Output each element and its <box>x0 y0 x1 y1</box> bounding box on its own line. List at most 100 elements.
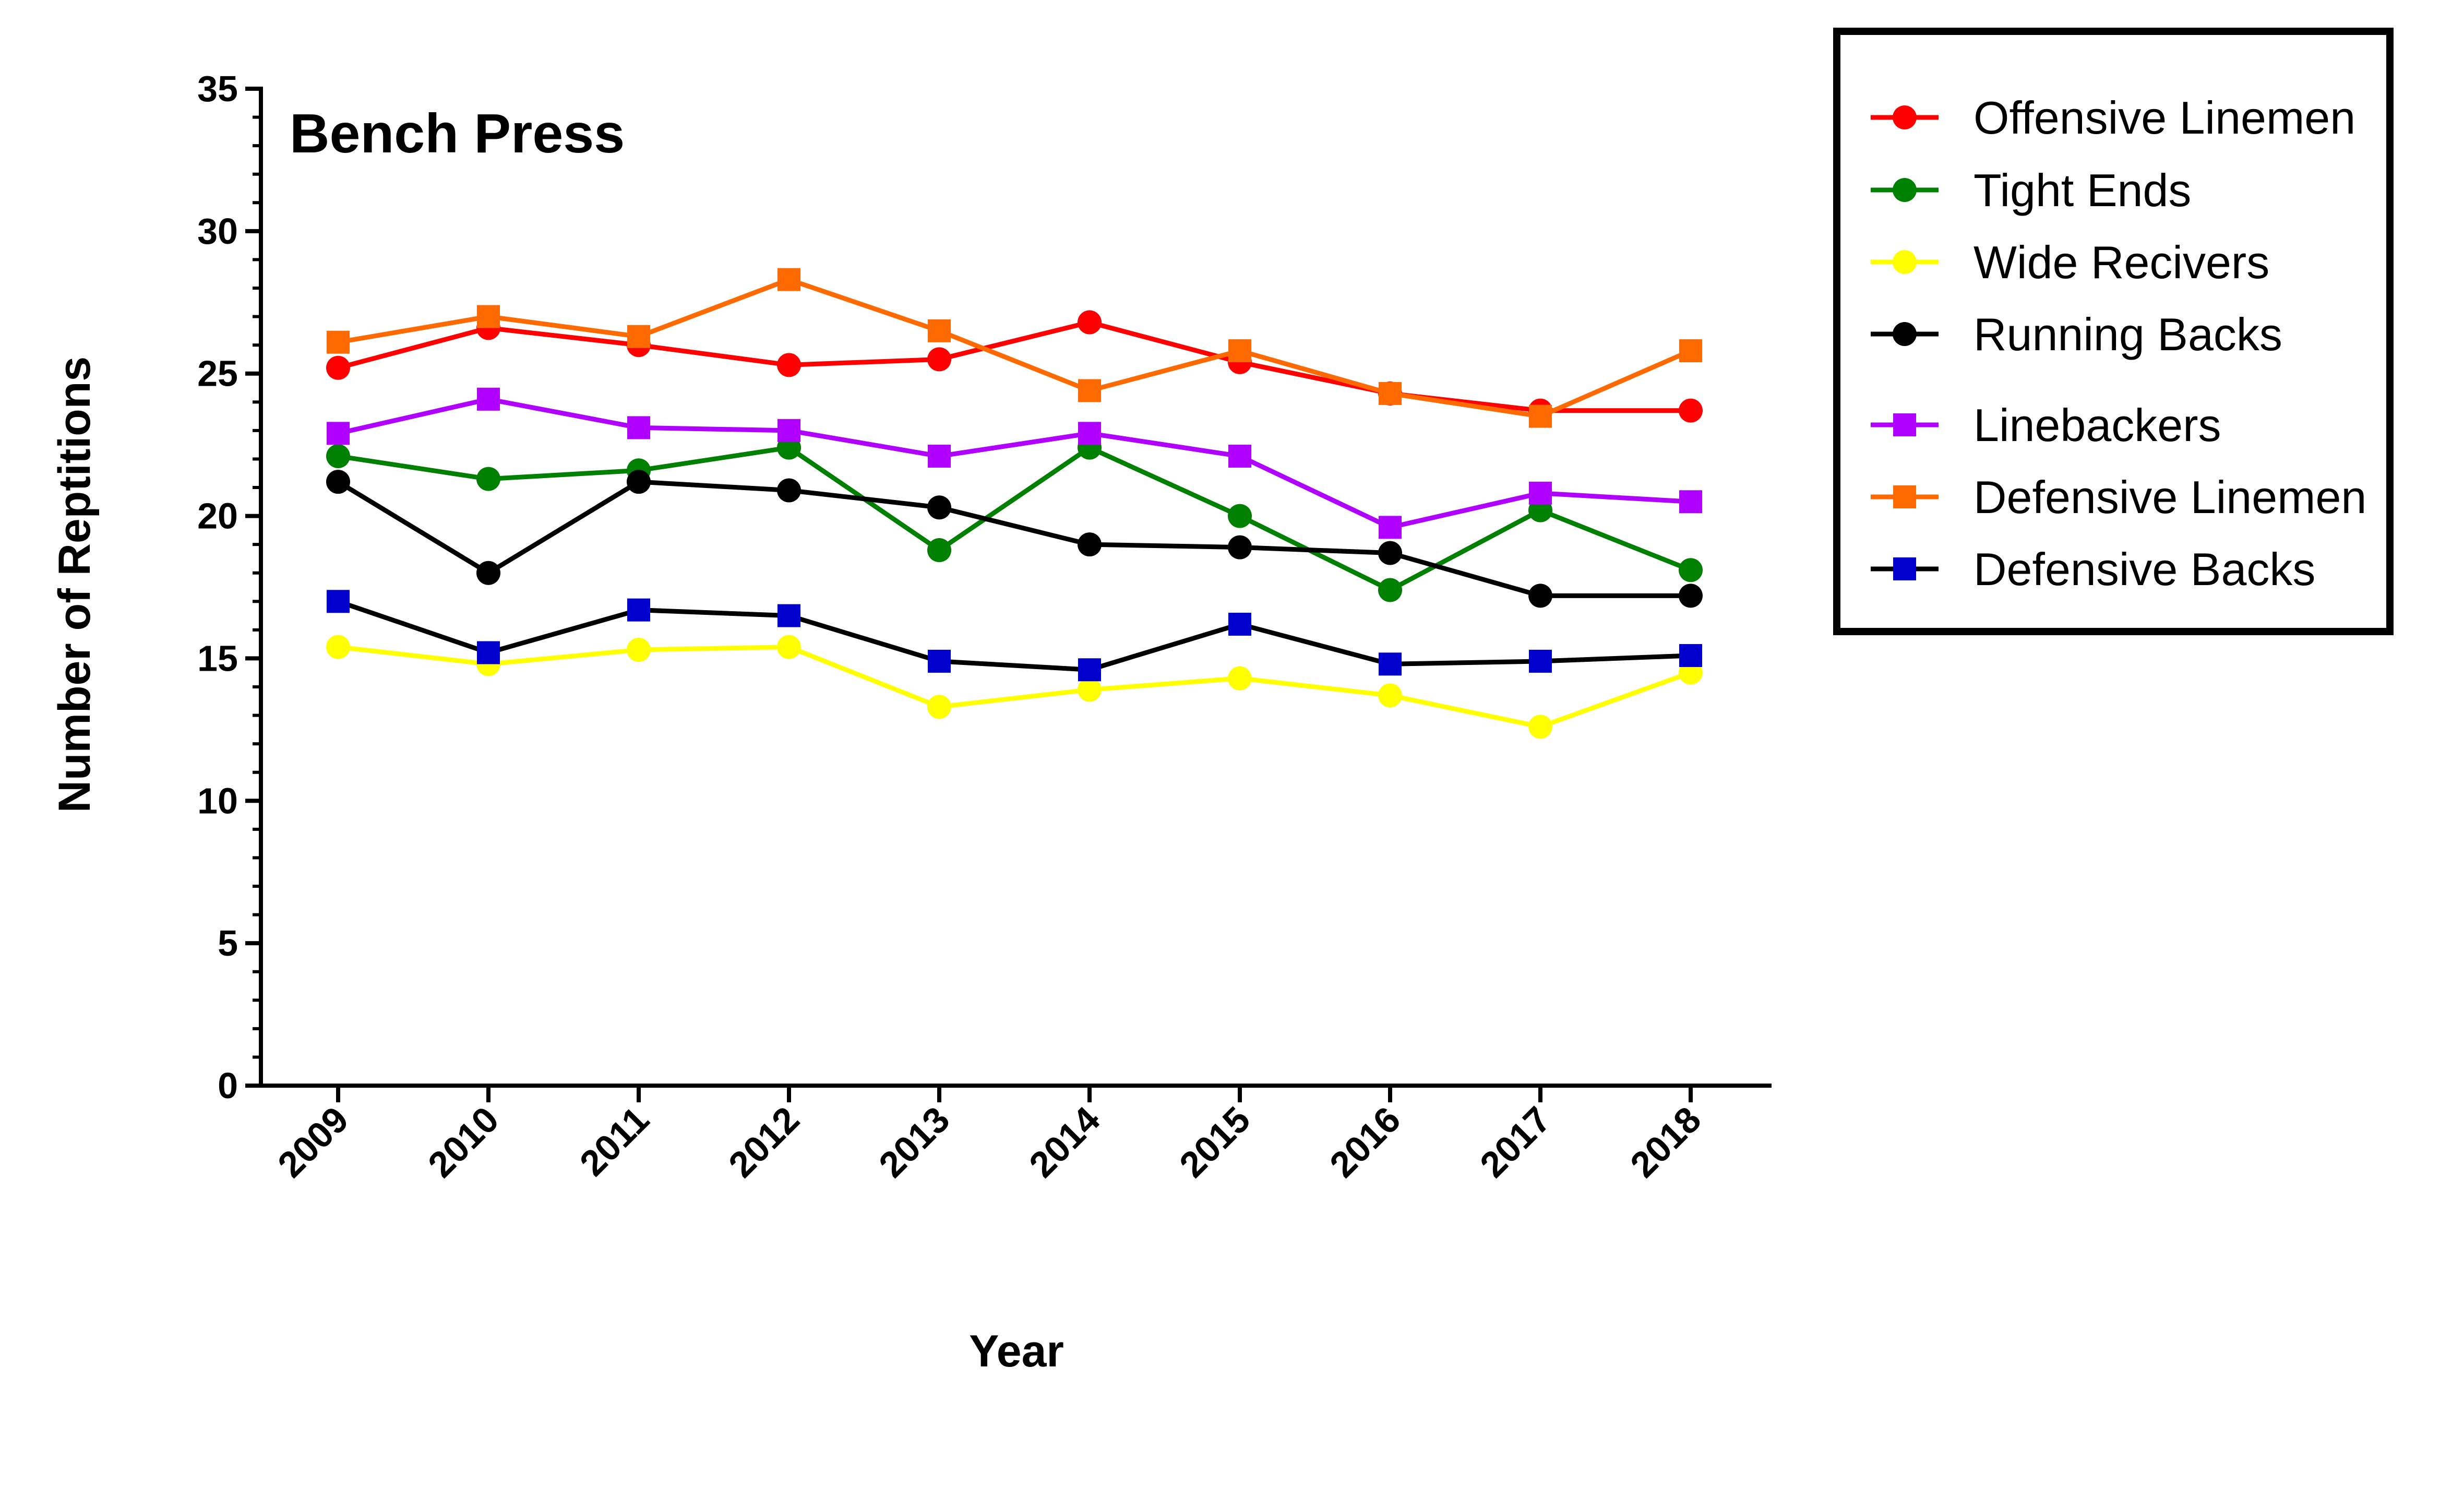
data-point <box>778 604 800 627</box>
legend-box <box>1833 28 2394 635</box>
data-point <box>778 268 800 291</box>
data-point <box>1228 339 1251 363</box>
data-point <box>1528 715 1552 739</box>
data-point <box>777 478 801 503</box>
x-tick-label: 2017 <box>1472 1099 1558 1185</box>
series-line <box>337 599 1691 672</box>
series-defensive-backs <box>327 590 1702 682</box>
legend-label: Defensive Linemen <box>1973 471 2366 523</box>
data-point <box>326 470 350 494</box>
data-point <box>1528 584 1552 608</box>
data-point <box>1078 422 1101 445</box>
legend-item-linebackers: Linebackers <box>1871 399 2221 451</box>
legend: Offensive Linemen Tight Ends Wide Recivers… <box>1833 28 2394 635</box>
data-point <box>1228 504 1252 528</box>
legend-label: Tight Ends <box>1973 164 2191 216</box>
y-tick-label: 25 <box>197 353 238 394</box>
data-point <box>326 444 350 468</box>
legend-marker <box>1893 250 1917 274</box>
y-tick-label: 0 <box>218 1065 238 1106</box>
series-group <box>326 268 1703 739</box>
y-tick-label: 35 <box>197 68 238 109</box>
y-tick-label: 5 <box>218 923 238 963</box>
x-tick-label: 2011 <box>572 1099 657 1184</box>
data-point <box>1378 578 1402 602</box>
data-point <box>927 495 951 520</box>
data-point <box>327 590 350 613</box>
data-point <box>1529 405 1552 428</box>
data-point <box>927 538 951 563</box>
data-point <box>1679 490 1702 514</box>
data-point <box>1228 444 1251 468</box>
legend-item-defensive-backs: Defensive Backs <box>1871 543 2315 595</box>
data-point <box>1679 339 1702 363</box>
data-point <box>477 387 500 411</box>
y-tick-label: 15 <box>197 638 238 679</box>
data-point <box>777 635 801 659</box>
data-point <box>1679 584 1703 608</box>
data-point <box>326 635 350 659</box>
legend-marker <box>1893 322 1917 346</box>
y-axis-title: Number of Reptitions <box>50 356 100 813</box>
data-point <box>1679 398 1703 423</box>
series-line <box>338 277 1692 419</box>
y-tick-label: 20 <box>197 496 238 537</box>
data-point <box>1379 382 1402 405</box>
data-point <box>1378 541 1402 565</box>
data-point <box>1679 644 1702 667</box>
data-point <box>1078 658 1101 682</box>
data-point <box>928 444 951 468</box>
legend-label: Linebackers <box>1973 399 2221 451</box>
x-axis-title: Year <box>969 1326 1064 1376</box>
data-point <box>928 649 951 673</box>
data-point <box>927 347 951 372</box>
legend-item-tight-ends: Tight Ends <box>1871 164 2191 216</box>
series-line <box>337 319 1691 413</box>
data-point <box>1529 649 1552 673</box>
data-point <box>928 319 951 342</box>
legend-item-running-backs: Running Backs <box>1871 308 2282 360</box>
data-point <box>477 641 500 664</box>
legend-item-defensive-linemen: Defensive Linemen <box>1871 471 2366 523</box>
series-line <box>338 645 1692 729</box>
data-point <box>326 355 350 380</box>
x-tick-label: 2014 <box>1021 1099 1107 1185</box>
data-point <box>927 695 951 719</box>
data-point <box>1078 379 1101 402</box>
series-linebackers <box>327 387 1702 539</box>
axes: 0 5 10 15 20 25 30 35 2009 2010 2011 2012 2013 2014 20… <box>197 68 1772 1185</box>
series-wide-recivers <box>326 635 1703 739</box>
x-tick-label: 2010 <box>420 1099 506 1185</box>
series-tight-ends <box>326 435 1703 602</box>
x-tick-label: 2013 <box>871 1099 957 1185</box>
x-tick-label: 2016 <box>1322 1099 1408 1185</box>
data-point <box>1529 481 1552 505</box>
data-point <box>1078 532 1102 557</box>
data-point <box>1228 612 1251 636</box>
chart-title: Bench Press <box>290 103 625 164</box>
data-point <box>627 470 651 494</box>
legend-marker <box>1893 485 1916 508</box>
legend-item-wide-recivers: Wide Recivers <box>1871 236 2269 288</box>
data-point <box>1078 310 1102 335</box>
data-point <box>627 416 650 439</box>
x-tick-label: 2012 <box>721 1099 807 1185</box>
legend-marker <box>1893 557 1916 580</box>
y-tick-label: 10 <box>197 780 238 821</box>
legend-label: Defensive Backs <box>1973 543 2315 595</box>
data-point <box>778 419 800 442</box>
data-point <box>1378 683 1402 708</box>
data-point <box>1228 535 1252 560</box>
x-tick-label: 2015 <box>1171 1099 1258 1185</box>
data-point <box>327 330 350 354</box>
data-point <box>476 467 500 491</box>
legend-marker <box>1893 178 1917 202</box>
series-defensive-linemen <box>327 268 1702 428</box>
legend-marker <box>1893 105 1917 129</box>
data-point <box>1379 516 1402 539</box>
data-point <box>627 638 651 662</box>
data-point <box>1679 558 1703 582</box>
data-point <box>327 422 350 445</box>
